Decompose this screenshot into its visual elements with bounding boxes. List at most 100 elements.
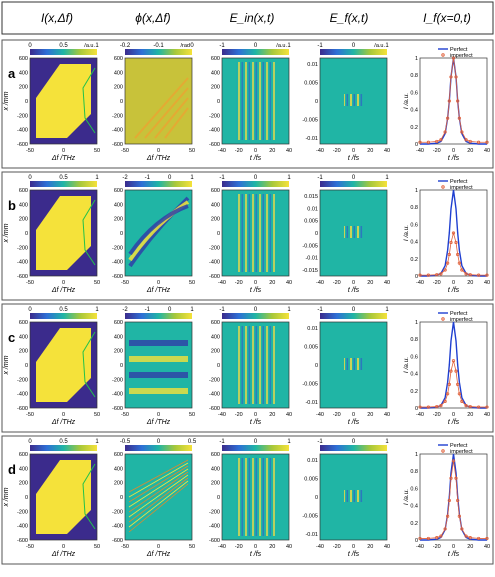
map-ytick-label: 0 <box>25 231 28 237</box>
time-xtick-label: -20 <box>433 148 441 154</box>
colorbar-tick-label: 0 <box>254 439 258 445</box>
profile-ytick-label: 0.8 <box>410 205 418 211</box>
colorbar-ef <box>320 313 387 319</box>
time-xtick-label: 40 <box>384 148 390 154</box>
row-b: b 0 0.5 1 -2 -1 0 1 -1 0 1 -1 0 1 0.015 0.01 0.005 0 -0.00… <box>1 171 494 301</box>
time-xtick-label: 20 <box>467 544 473 550</box>
row-frame <box>1 171 494 301</box>
phase-ytick-label: -600 <box>112 274 123 280</box>
map-ytick-label: 0 <box>25 99 28 105</box>
colorbar-unit-label: /a.u. <box>84 43 95 49</box>
ef-ytick-label: -0.01 <box>305 400 318 406</box>
legend-perfect-label: Perfect <box>450 179 468 185</box>
ef-ytick-label: 0.005 <box>304 345 318 351</box>
colorbar-tick-label: 0 <box>352 439 356 445</box>
legend-perfect-label: Perfect <box>450 443 468 449</box>
intensity-contour <box>82 199 96 266</box>
colorbar-tick-label: -0.5 <box>120 439 131 445</box>
plot-frame <box>319 321 388 409</box>
map-xtick-label: 50 <box>189 412 195 418</box>
profile-ytick-label: 0.6 <box>410 90 418 96</box>
ef-ytick-label: 0.005 <box>304 219 318 225</box>
legend-imperfect-swatch <box>441 317 445 321</box>
column-header-phase: ϕ(x,Δf) <box>135 11 170 25</box>
row-frame <box>1 39 494 169</box>
ein-ytick-label: 0 <box>217 99 220 105</box>
phase-band <box>134 77 189 139</box>
row-label: c <box>8 330 15 345</box>
map-ylabel: x /mm <box>3 355 10 375</box>
colorbar-tick-label: -1 <box>219 175 225 181</box>
colorbar-tick-label: -0.2 <box>120 43 131 49</box>
ef-ytick-label: -0.015 <box>302 268 318 274</box>
map-ytick-label: 600 <box>19 320 28 326</box>
phase-ytick-label: -600 <box>112 538 123 544</box>
colorbar-tick-label: 0 <box>157 439 161 445</box>
map-ytick-label: 600 <box>19 452 28 458</box>
phase-line <box>128 465 189 503</box>
plot-frame <box>221 321 290 409</box>
ef-ytick-label: 0.01 <box>307 326 318 332</box>
plot-frame <box>221 189 290 277</box>
map-xtick-label: 50 <box>189 544 195 550</box>
time-xtick-label: 40 <box>484 148 490 154</box>
profile-ytick-label: 0 <box>415 406 418 412</box>
profile-plot <box>419 321 488 409</box>
profile-ytick-label: 0 <box>415 538 418 544</box>
time-xtick-label: 0 <box>254 148 257 154</box>
colorbar-tick-label: -1 <box>219 439 225 445</box>
map-xtick-label: -50 <box>26 280 34 286</box>
map-xtick-label: 50 <box>94 412 100 418</box>
plot-frame <box>221 57 290 145</box>
time-xtick-label: -40 <box>218 148 226 154</box>
legend-imperfect-swatch <box>441 53 445 57</box>
legend-imperfect-label: imperfect <box>450 53 473 59</box>
profile-ytick-label: 0.6 <box>410 222 418 228</box>
colorbar-ef <box>320 49 387 55</box>
colorbar-tick-label: 1 <box>287 307 291 313</box>
colorbar-tick-label: 0 <box>352 43 356 49</box>
ef-focus <box>344 94 364 106</box>
time-xtick-label: 20 <box>367 280 373 286</box>
intensity-region <box>36 460 91 534</box>
time-xtick-label: -40 <box>416 412 424 418</box>
phase-line <box>128 459 189 493</box>
imperfect-point <box>460 268 464 272</box>
ef-ytick-label: -0.01 <box>305 532 318 538</box>
ein-fringes <box>236 326 275 404</box>
phase-map <box>125 322 192 408</box>
profile-ylabel: I /a.u. <box>403 93 410 109</box>
map-ytick-label: 200 <box>19 349 28 355</box>
phase-ytick-label: -600 <box>112 406 123 412</box>
time-xtick-label: -20 <box>235 148 243 154</box>
profile-ytick-label: 0 <box>415 142 418 148</box>
time-xtick-label: 40 <box>484 280 490 286</box>
ein-ytick-label: -200 <box>209 509 220 515</box>
map-xtick-label: 50 <box>189 148 195 154</box>
colorbar-tick-label: -1 <box>317 43 323 49</box>
time-xlabel: t /fs <box>448 155 460 162</box>
row-label: b <box>8 198 16 213</box>
colorbar-tick-label: 0 <box>254 175 258 181</box>
ef-ytick-label: 0.005 <box>304 477 318 483</box>
map-ylabel: x /mm <box>3 91 10 111</box>
time-xtick-label: 40 <box>384 280 390 286</box>
map-xtick-label: 50 <box>94 280 100 286</box>
colorbar-tick-label: -1 <box>145 307 151 313</box>
ef-focus <box>344 358 364 370</box>
colorbar-tick-label: -1 <box>145 175 151 181</box>
map-xlabel: Δf /THz <box>51 419 76 426</box>
ein-ytick-label: 0 <box>217 231 220 237</box>
ein-ytick-label: 200 <box>211 217 220 223</box>
phase-ytick-label: 600 <box>114 320 123 326</box>
phase-line <box>128 462 189 498</box>
time-xtick-label: 20 <box>467 148 473 154</box>
ein-ytick-label: -600 <box>209 274 220 280</box>
phase-line <box>128 480 189 528</box>
profile-ytick-label: 0.4 <box>410 240 418 246</box>
profile-ytick-label: 0 <box>415 274 418 280</box>
colorbar-ef <box>320 181 387 187</box>
ein-ytick-label: -400 <box>209 524 220 530</box>
ef-ytick-label: -0.005 <box>302 514 318 520</box>
